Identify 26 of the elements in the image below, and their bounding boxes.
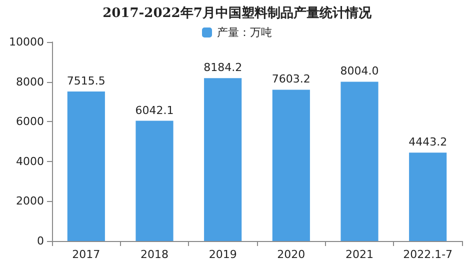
data-label: 8004.0: [340, 64, 379, 78]
bar: [136, 120, 174, 241]
x-tick-label: 2020: [277, 248, 306, 261]
y-tick-label: 2000: [16, 194, 44, 208]
bar: [67, 91, 105, 241]
bar: [272, 90, 310, 241]
data-label: 6042.1: [135, 104, 174, 117]
legend-label: 产量：万吨: [217, 26, 272, 39]
y-tick-label: 4000: [16, 154, 44, 168]
data-label: 7515.5: [66, 74, 106, 88]
data-label: 8184.2: [204, 61, 242, 74]
x-tick-label: 2017: [72, 248, 100, 261]
y-tick-label: 10000: [9, 36, 44, 48]
x-tick-label: 2019: [208, 248, 237, 261]
x-tick-label: 2021: [346, 248, 374, 261]
data-label: 7603.2: [272, 72, 310, 86]
x-tick-label: 2022.1-7: [403, 248, 453, 261]
y-tick-label: 6000: [16, 115, 44, 128]
chart-title: 2017-2022年7月中国塑料制品产量统计情况: [102, 5, 372, 21]
bar: [204, 78, 242, 241]
data-label: 4443.2: [408, 136, 448, 149]
y-tick-label: 8000: [16, 75, 44, 88]
y-tick-label: 0: [37, 234, 44, 248]
x-tick-label: 2018: [140, 248, 168, 261]
bar: [409, 152, 447, 241]
bar: [340, 82, 378, 241]
